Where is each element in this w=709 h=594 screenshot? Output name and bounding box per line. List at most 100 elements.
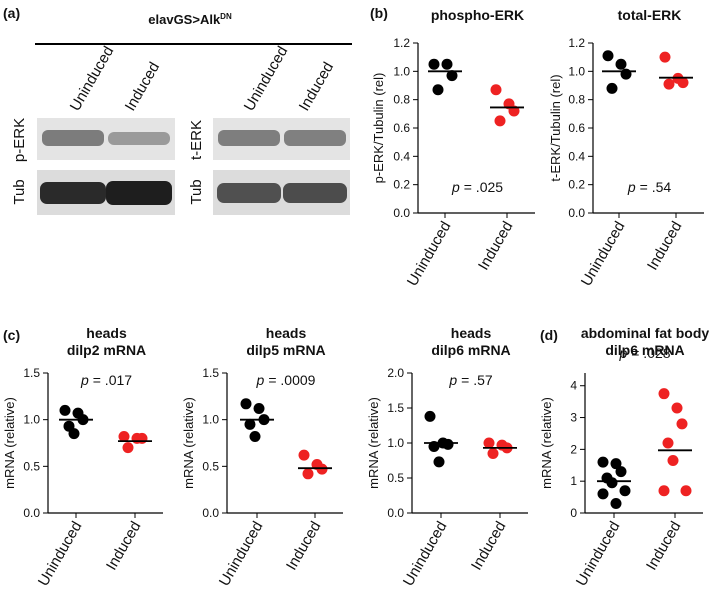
- data-point: [659, 51, 671, 63]
- data-point: [620, 68, 632, 80]
- data-point: [676, 418, 688, 430]
- x-tick-label: Uninduced: [35, 519, 86, 590]
- y-tick-label: 0.0: [202, 506, 219, 520]
- y-axis-label: mRNA (relative): [366, 397, 381, 489]
- chart-title: heads: [266, 325, 307, 341]
- p-value: p = .54: [627, 179, 672, 195]
- y-tick-label: 2: [570, 442, 577, 456]
- data-point: [316, 463, 328, 475]
- x-tick-label: Induced: [468, 519, 509, 574]
- blot-images: [37, 118, 350, 215]
- data-point: [658, 485, 670, 497]
- y-tick-label: 1.0: [202, 413, 219, 427]
- blot-row-label: t-ERK: [188, 120, 205, 160]
- data-point: [663, 78, 675, 90]
- p-symbol: p: [80, 372, 89, 388]
- y-tick-label: 1.0: [23, 413, 40, 427]
- y-tick-label: 0.4: [393, 149, 410, 163]
- blot-row-label: Tub: [188, 179, 205, 204]
- y-tick-label: 1.0: [568, 64, 585, 78]
- data-point: [122, 442, 134, 454]
- blot-band: [218, 130, 280, 146]
- p-value: p = .57: [448, 372, 493, 388]
- lane-label: Induced: [122, 59, 163, 114]
- panel-label: (d): [540, 327, 558, 343]
- y-tick-label: 0: [570, 506, 577, 520]
- x-tick-label: Uninduced: [216, 519, 267, 590]
- chart: phospho-ERK p-ERK/Tubulin (rel) 0.0 0.2 0.4 0…: [371, 7, 535, 289]
- data-point: [619, 485, 631, 497]
- y-tick-label: 1.2: [393, 36, 410, 50]
- data-point: [610, 458, 622, 470]
- data-point: [602, 50, 614, 62]
- y-axis-label: p-ERK/Tubulin (rel): [371, 73, 386, 184]
- chart-title: abdominal fat body: [581, 325, 709, 341]
- data-point: [597, 456, 609, 468]
- blot-row-label: p-ERK: [11, 118, 28, 162]
- data-point: [610, 497, 622, 509]
- y-tick-label: 0.8: [568, 93, 585, 107]
- p-text: = .57: [461, 372, 493, 388]
- data-point: [494, 115, 506, 127]
- y-tick-label: 0.0: [23, 506, 40, 520]
- data-point: [597, 488, 609, 500]
- x-tick-label: Uninduced: [578, 219, 629, 290]
- data-point: [446, 70, 458, 82]
- blot-title-main: elavGS>Alk: [148, 12, 221, 27]
- data-point: [606, 82, 618, 94]
- x-tick-label: Induced: [475, 219, 516, 274]
- y-tick-label: 1.2: [568, 36, 585, 50]
- data-point: [68, 428, 80, 440]
- chart-title: dilp2 mRNA: [67, 342, 146, 358]
- chart-title: total-ERK: [618, 7, 682, 23]
- lane-label: Induced: [296, 59, 337, 114]
- x-tick-label: Induced: [644, 219, 685, 274]
- p-text: = .025: [464, 179, 504, 195]
- data-point: [240, 398, 252, 410]
- y-tick-label: 1.0: [393, 64, 410, 78]
- data-point: [302, 468, 314, 480]
- data-point: [253, 402, 265, 414]
- p-symbol: p: [618, 345, 627, 361]
- blot-band: [283, 183, 347, 203]
- y-tick-label: 0.2: [393, 178, 410, 192]
- y-tick-label: 0.6: [393, 121, 410, 135]
- y-axis-label: mRNA (relative): [539, 397, 554, 489]
- blot-band: [106, 181, 172, 205]
- data-point: [487, 448, 499, 459]
- lane-label: Uninduced: [241, 43, 292, 114]
- blot-band: [217, 183, 281, 203]
- p-text: = .0009: [268, 372, 315, 388]
- y-tick-label: 0.2: [568, 178, 585, 192]
- p-symbol: p: [451, 179, 460, 195]
- data-point: [671, 402, 683, 414]
- y-tick-label: 0.4: [568, 149, 585, 163]
- chart-title: heads: [451, 325, 492, 341]
- blot-band: [42, 130, 104, 146]
- data-point: [442, 438, 454, 450]
- y-axis-label: mRNA (relative): [181, 397, 196, 489]
- y-tick-label: 0.5: [23, 459, 40, 473]
- p-value: p = .025: [451, 179, 503, 195]
- y-tick-label: 4: [570, 379, 577, 393]
- chart-title: dilp6 mRNA: [605, 342, 684, 358]
- y-axis-label: mRNA (relative): [2, 397, 17, 489]
- x-tick-label: Uninduced: [573, 519, 624, 590]
- y-tick-label: 1.0: [387, 436, 404, 450]
- chart-title: dilp5 mRNA: [246, 342, 325, 358]
- p-value: p = .028: [618, 345, 670, 361]
- data-point: [483, 437, 495, 449]
- data-point: [298, 449, 310, 461]
- y-tick-label: 1: [570, 474, 577, 488]
- blot-band: [284, 130, 346, 146]
- p-value: p = .017: [80, 372, 132, 388]
- y-tick-label: 0.6: [568, 121, 585, 135]
- blot-title: elavGS>AlkDN: [148, 12, 232, 27]
- data-point: [490, 84, 502, 96]
- y-tick-label: 0.0: [393, 206, 410, 220]
- y-tick-label: 2.0: [387, 366, 404, 380]
